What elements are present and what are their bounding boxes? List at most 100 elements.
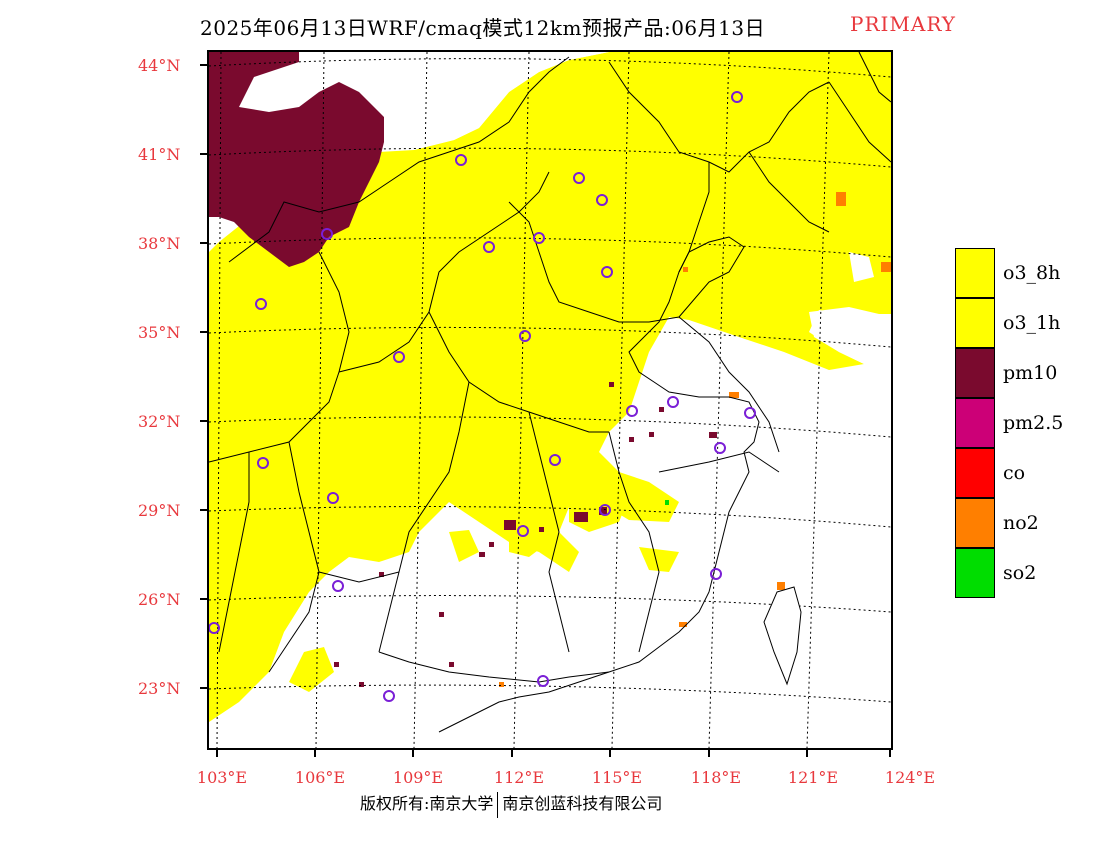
- tick-mark: [200, 153, 207, 155]
- clean-air-area: [384, 52, 609, 150]
- lat-label-35: 35°N: [138, 323, 181, 342]
- tick-mark: [889, 750, 891, 757]
- station-marker: [601, 266, 613, 278]
- station-marker: [255, 298, 267, 310]
- lat-label-29: 29°N: [138, 501, 181, 520]
- station-marker: [332, 580, 344, 592]
- station-marker: [626, 405, 638, 417]
- tick-mark: [200, 64, 207, 66]
- clean-air-area: [309, 52, 389, 92]
- station-marker: [455, 154, 467, 166]
- lat-label-44: 44°N: [138, 56, 181, 75]
- legend-item-co: co: [955, 448, 1100, 498]
- legend-label: o3_1h: [1003, 312, 1061, 334]
- tick-mark: [412, 750, 414, 757]
- pm10-exceedance-area: [209, 52, 384, 267]
- map-canvas: [209, 52, 891, 748]
- station-marker: [257, 457, 269, 469]
- lon-label-109: 109°E: [392, 768, 444, 787]
- tick-mark: [609, 750, 611, 757]
- station-marker: [383, 690, 395, 702]
- station-marker: [549, 454, 561, 466]
- legend-swatch: [955, 398, 995, 448]
- legend-swatch: [955, 498, 995, 548]
- legend-swatch: [955, 448, 995, 498]
- legend-label: o3_8h: [1003, 262, 1061, 284]
- station-marker: [573, 172, 585, 184]
- legend-item-o3-1h: o3_1h: [955, 298, 1100, 348]
- lat-label-38: 38°N: [138, 234, 181, 253]
- station-marker: [533, 232, 545, 244]
- legend-swatch: [955, 298, 995, 348]
- tick-mark: [806, 750, 808, 757]
- lon-label-121: 121°E: [787, 768, 839, 787]
- tick-mark: [511, 750, 513, 757]
- lon-label-112: 112°E: [493, 768, 545, 787]
- tick-mark: [200, 242, 207, 244]
- station-marker: [596, 194, 608, 206]
- station-marker: [744, 407, 756, 419]
- map-tag: PRIMARY: [850, 12, 956, 36]
- station-marker: [327, 492, 339, 504]
- tick-mark: [200, 687, 207, 689]
- lat-label-26: 26°N: [138, 590, 181, 609]
- clean-air-area: [809, 307, 891, 372]
- legend-item-so2: so2: [955, 548, 1100, 598]
- station-marker: [714, 442, 726, 454]
- tick-mark: [200, 331, 207, 333]
- legend-item-pm25: pm2.5: [955, 398, 1100, 448]
- lat-label-23: 23°N: [138, 679, 181, 698]
- o3-patch: [449, 530, 479, 562]
- so2-spot: [665, 500, 669, 505]
- title-row: 2025年06月13日WRF/cmaq模式12km预报产品:06月13日 PRI…: [0, 12, 1100, 42]
- clean-air-area: [849, 252, 874, 282]
- station-markers: [209, 91, 756, 702]
- tick-mark: [200, 420, 207, 422]
- map-title: 2025年06月13日WRF/cmaq模式12km预报产品:06月13日: [200, 16, 766, 40]
- lon-label-103: 103°E: [196, 768, 248, 787]
- station-marker: [731, 91, 743, 103]
- legend-label: no2: [1003, 512, 1039, 534]
- tick-mark: [216, 750, 218, 757]
- footer-divider: [497, 791, 499, 818]
- station-marker: [209, 622, 220, 634]
- o3-exceedance-area: [209, 52, 891, 722]
- station-marker: [667, 396, 679, 408]
- coastline: [438, 236, 760, 733]
- copyright-company: 南京创蓝科技有限公司: [502, 794, 663, 813]
- legend-label: pm10: [1003, 362, 1058, 384]
- copyright-footer: 版权所有:南京大学 南京创蓝科技有限公司: [360, 790, 662, 818]
- taiwan-outline: [763, 586, 802, 686]
- station-marker: [517, 525, 529, 537]
- tick-mark: [314, 750, 316, 757]
- lon-label-124: 124°E: [884, 768, 936, 787]
- station-marker: [537, 675, 549, 687]
- lon-label-118: 118°E: [690, 768, 742, 787]
- legend-swatch: [955, 248, 995, 298]
- station-marker: [599, 504, 611, 516]
- o3-patch: [639, 547, 679, 572]
- legend: o3_8h o3_1h pm10 pm2.5 co no2 so2: [955, 248, 1100, 598]
- forecast-map[interactable]: [207, 50, 893, 750]
- o3-patch: [289, 647, 334, 692]
- lat-label-41: 41°N: [138, 145, 181, 164]
- lon-label-106: 106°E: [294, 768, 346, 787]
- province-borders: [209, 52, 891, 683]
- station-marker: [321, 228, 333, 240]
- legend-label: co: [1003, 462, 1026, 484]
- legend-swatch: [955, 548, 995, 598]
- lon-label-115: 115°E: [591, 768, 643, 787]
- lat-label-32: 32°N: [138, 412, 181, 431]
- station-marker: [710, 568, 722, 580]
- legend-item-no2: no2: [955, 498, 1100, 548]
- station-marker: [519, 330, 531, 342]
- legend-label: so2: [1003, 562, 1037, 584]
- station-marker: [393, 351, 405, 363]
- tick-mark: [200, 509, 207, 511]
- legend-swatch: [955, 348, 995, 398]
- no2-spots: [499, 192, 891, 687]
- legend-item-o3-8h: o3_8h: [955, 248, 1100, 298]
- tick-mark: [708, 750, 710, 757]
- legend-item-pm10: pm10: [955, 348, 1100, 398]
- legend-label: pm2.5: [1003, 412, 1064, 434]
